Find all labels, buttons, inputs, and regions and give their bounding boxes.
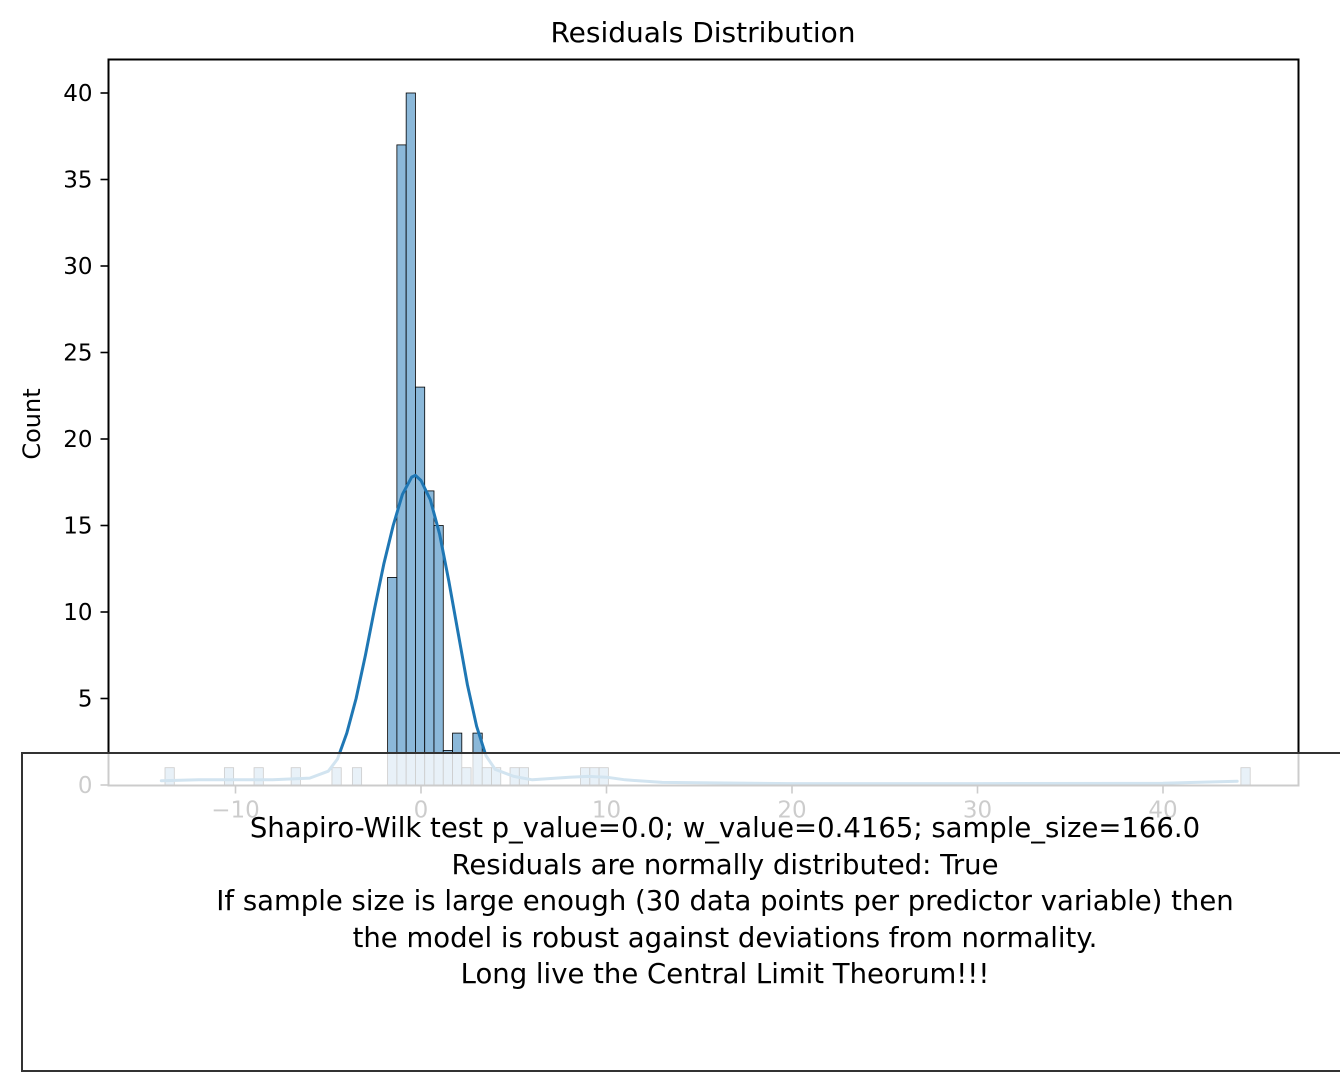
y-tick-label: 40 bbox=[63, 81, 92, 107]
histogram-bars bbox=[164, 92, 1251, 786]
annotation-line-2: Residuals are normally distributed: True bbox=[451, 848, 999, 881]
annotation-line-4: the model is robust against deviations f… bbox=[352, 921, 1098, 954]
kde-line bbox=[159, 473, 1239, 786]
annotation-line-3: If sample size is large enough (30 data … bbox=[216, 885, 1234, 917]
histogram-bar bbox=[396, 144, 407, 786]
histogram-bar bbox=[424, 490, 435, 786]
annotation-line-5: Long live the Central Limit Theorum!!! bbox=[460, 958, 990, 990]
y-tick-label: 30 bbox=[63, 254, 92, 280]
kde-curve-group bbox=[159, 473, 1239, 786]
y-tick-label: 35 bbox=[63, 168, 92, 194]
histogram-bar bbox=[433, 525, 444, 786]
y-tick-label: 25 bbox=[63, 341, 92, 367]
annotation-box bbox=[21, 752, 1340, 1072]
histogram-bar bbox=[415, 386, 426, 786]
y-tick-label: 20 bbox=[63, 427, 92, 453]
plot-area-frame bbox=[107, 58, 1300, 787]
annotation-text: Shapiro-Wilk test p_value=0.0; w_value=0… bbox=[0, 810, 1340, 993]
chart-title: Residuals Distribution bbox=[550, 16, 855, 49]
y-tick-label: 15 bbox=[63, 514, 92, 540]
histogram-bar bbox=[405, 92, 416, 786]
y-axis-label: Count bbox=[18, 388, 46, 459]
y-tick-label: 10 bbox=[63, 600, 92, 626]
y-axis-ticks: 0510152025303540 bbox=[63, 81, 109, 799]
annotation-line-1: Shapiro-Wilk test p_value=0.0; w_value=0… bbox=[249, 812, 1201, 844]
y-tick-label: 5 bbox=[78, 687, 93, 713]
